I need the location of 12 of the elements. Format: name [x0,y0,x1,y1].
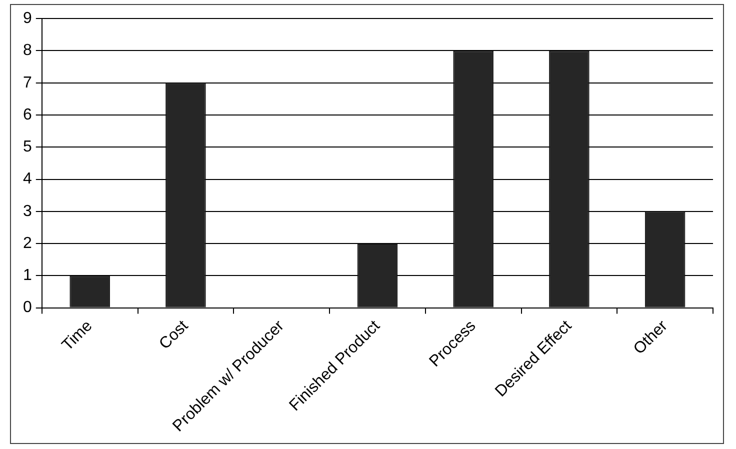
y-tick-label: 7 [22,74,32,92]
y-tick-label: 4 [22,170,32,188]
x-tick-label: Cost [156,317,192,353]
y-tick-label: 6 [22,106,32,124]
y-tick-label: 5 [22,138,32,156]
y-tick-label: 1 [22,267,32,284]
x-tick-label: Time [59,317,96,354]
y-tick-label: 9 [22,10,32,28]
y-tick-label: 2 [22,234,32,252]
y-tick-label: 3 [22,202,32,220]
y-tick-label: 0 [22,299,32,316]
y-tick-label: 8 [22,42,32,60]
